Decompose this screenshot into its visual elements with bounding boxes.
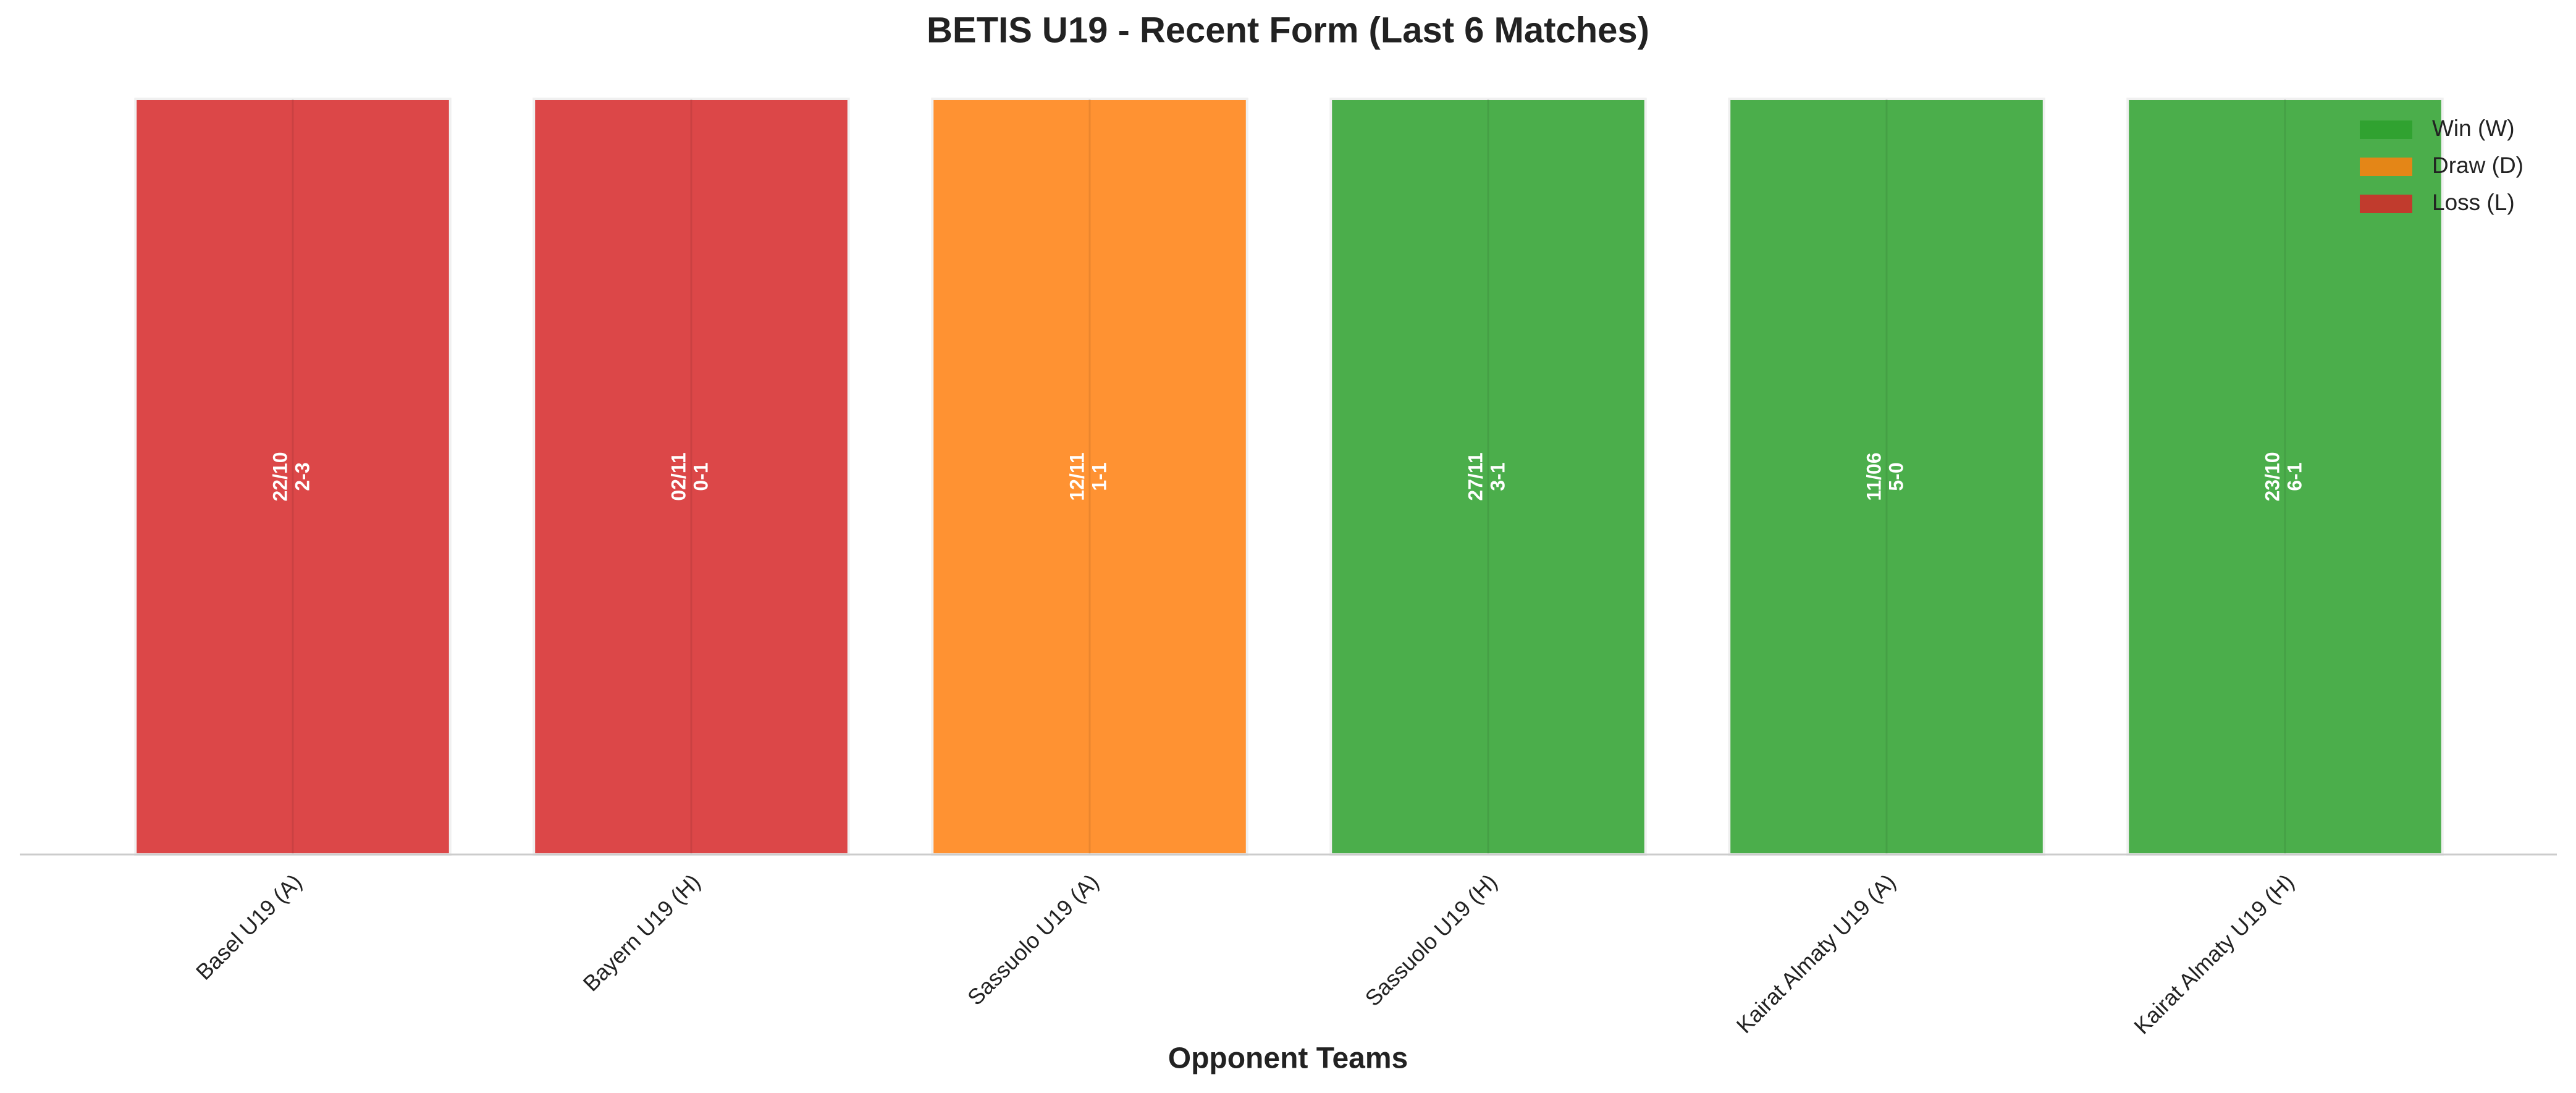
x-tick-label: Sassuolo U19 (H) [1360, 869, 1502, 1011]
legend-label: Draw (D) [2432, 153, 2523, 178]
bar-score-label: 3-1 [1486, 462, 1509, 491]
bar [931, 98, 1248, 856]
x-tick-label: Kairat Almaty U19 (A) [1732, 869, 1901, 1038]
legend-label: Loss (L) [2432, 190, 2515, 215]
bar-score-label: 1-1 [1088, 462, 1110, 491]
bar-date-label: 27/11 [1464, 452, 1486, 500]
bar-score-label: 6-1 [2283, 462, 2305, 491]
bar-score-label: 2-3 [291, 462, 313, 491]
bar-date-label: 11/06 [1863, 452, 1885, 500]
chart-title: BETIS U19 - Recent Form (Last 6 Matches) [927, 10, 1649, 50]
legend-label: Win (W) [2432, 116, 2515, 141]
bar-date-label: 12/11 [1066, 452, 1088, 500]
bar [1728, 98, 2045, 856]
x-tick-label: Bayern U19 (H) [578, 869, 705, 996]
bar-score-label: 0-1 [689, 462, 712, 491]
x-tick-label: Kairat Almaty U19 (H) [2129, 869, 2299, 1039]
x-axis-label: Opponent Teams [1168, 1042, 1408, 1075]
x-tick-label: Sassuolo U19 (A) [962, 869, 1103, 1010]
bar-score-label: 5-0 [1885, 462, 1907, 491]
bar [2126, 98, 2444, 856]
bar-date-label: 23/10 [2261, 452, 2283, 501]
x-tick-label: Basel U19 (A) [191, 869, 306, 984]
bar-date-label: 02/11 [667, 452, 689, 500]
legend-swatch [2360, 120, 2412, 139]
legend-swatch [2360, 195, 2412, 213]
bar-date-label: 22/10 [269, 452, 291, 501]
bar [532, 98, 850, 856]
bar [1329, 98, 1647, 856]
bar [134, 98, 452, 856]
legend-swatch [2360, 158, 2412, 176]
